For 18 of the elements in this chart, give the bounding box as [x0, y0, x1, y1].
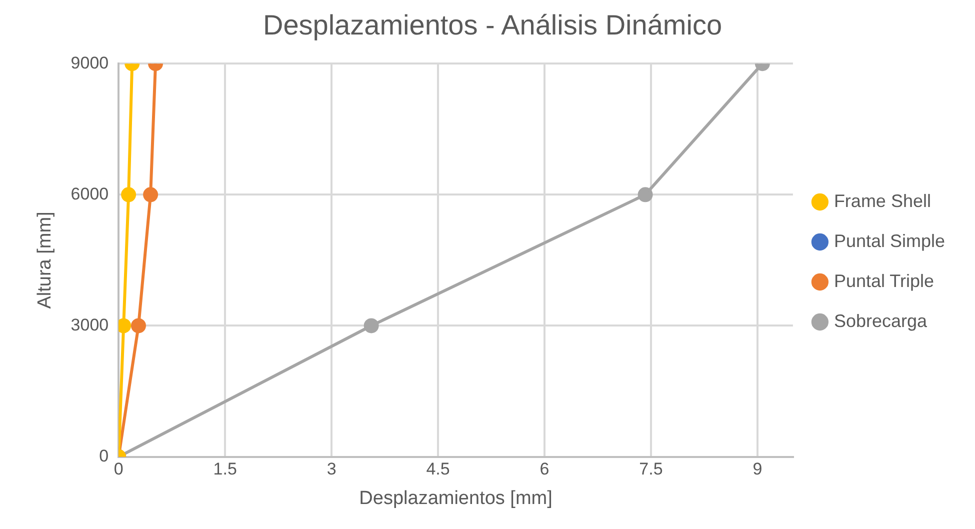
x-tick-label: 6: [540, 460, 550, 479]
legend-label: Frame Shell: [834, 190, 931, 211]
y-tick-label: 6000: [70, 184, 109, 204]
y-tick-label: 0: [99, 446, 109, 466]
legend-label: Puntal Triple: [834, 270, 934, 291]
y-tick-label: 3000: [70, 315, 109, 334]
chart-title: Desplazamientos - Análisis Dinámico: [262, 10, 722, 41]
legend-label: Sobrecarga: [834, 310, 928, 331]
y-axis-title: Altura [mm]: [34, 212, 56, 309]
legend-label: Puntal Simple: [834, 230, 946, 251]
x-tick-label: 1.5: [213, 460, 237, 479]
x-tick-label: 3: [326, 460, 336, 479]
x-tick-label: 9: [752, 460, 762, 479]
x-axis-title: Desplazamientos [mm]: [359, 488, 552, 509]
x-tick-label: 4.5: [426, 460, 450, 479]
x-tick-label: 7.5: [639, 460, 663, 479]
x-tick-label: 0: [114, 460, 124, 479]
y-tick-label: 9000: [70, 53, 109, 72]
